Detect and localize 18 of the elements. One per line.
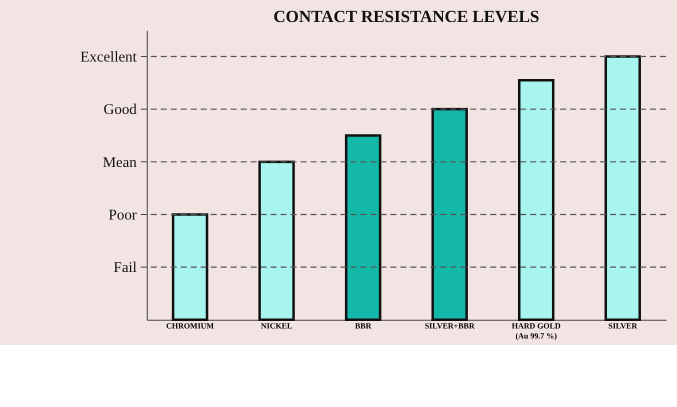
ref-line-label: Mean	[102, 154, 138, 171]
x-tick-label: CHROMIUM	[166, 321, 214, 330]
x-tick-label: SILVER+BBR	[424, 321, 475, 330]
bar	[258, 160, 295, 322]
bar	[344, 134, 382, 322]
chart-title: CONTACT RESISTANCE LEVELS	[273, 7, 540, 26]
x-tick-label: HARD GOLD (Au 99.7 %)	[512, 321, 561, 340]
bar	[518, 78, 554, 322]
x-tick-label: SILVER	[608, 321, 638, 330]
bar	[604, 55, 641, 322]
bar	[431, 108, 468, 322]
ref-line-label: Excellent	[80, 50, 138, 66]
ref-line-label: Good	[104, 102, 138, 118]
ref-line-label: Poor	[108, 207, 137, 224]
ref-line-label: Fail	[114, 260, 137, 276]
x-tick-label: NICKEL	[260, 321, 292, 330]
x-tick-label: BBR	[354, 321, 372, 330]
bar	[172, 213, 208, 322]
